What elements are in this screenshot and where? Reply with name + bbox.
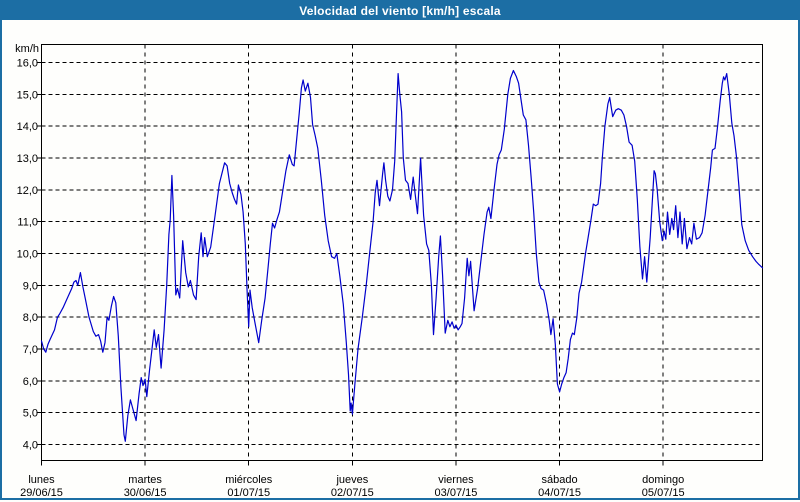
window-titlebar: Velocidad del viento [km/h] escala — [2, 2, 798, 20]
y-axis-tick-label: 10,0 — [17, 248, 38, 260]
y-axis-tick-label: 9,0 — [23, 280, 38, 292]
x-axis-date-label: 01/07/15 — [227, 487, 270, 499]
y-axis-tick-label: 15,0 — [17, 89, 38, 101]
y-axis-unit-label: km/h — [15, 43, 39, 55]
x-axis-day-label: martes — [128, 474, 162, 486]
y-axis-tick-label: 8,0 — [23, 312, 38, 324]
y-axis-tick-label: 5,0 — [23, 408, 38, 420]
y-axis-tick-label: 4,0 — [23, 439, 38, 451]
y-axis-tick-label: 6,0 — [23, 376, 38, 388]
x-axis-day-label: viernes — [438, 474, 474, 486]
y-axis-tick-label: 11,0 — [17, 217, 38, 229]
x-axis-date-label: 04/07/15 — [538, 487, 581, 499]
x-axis-day-label: sábado — [542, 474, 578, 486]
y-axis-tick-label: 14,0 — [17, 121, 38, 133]
y-axis-tick-label: 16,0 — [17, 58, 38, 70]
x-axis-date-label: 02/07/15 — [331, 487, 374, 499]
x-axis-date-label: 29/06/15 — [20, 487, 63, 499]
x-axis-day-label: jueves — [335, 474, 368, 486]
x-axis-day-label: miércoles — [225, 474, 273, 486]
plot-border — [41, 44, 763, 461]
y-axis-tick-label: 12,0 — [17, 185, 38, 197]
x-axis-day-label: domingo — [642, 474, 684, 486]
x-axis-date-label: 30/06/15 — [124, 487, 167, 499]
x-axis-date-label: 05/07/15 — [642, 487, 685, 499]
x-axis-day-label: lunes — [28, 474, 55, 486]
chart-title: Velocidad del viento [km/h] escala — [299, 4, 501, 18]
x-axis-date-label: 03/07/15 — [435, 487, 478, 499]
y-axis-tick-label: 13,0 — [17, 153, 38, 165]
wind-speed-series-line — [40, 69, 764, 442]
y-axis-tick-label: 7,0 — [23, 344, 38, 356]
